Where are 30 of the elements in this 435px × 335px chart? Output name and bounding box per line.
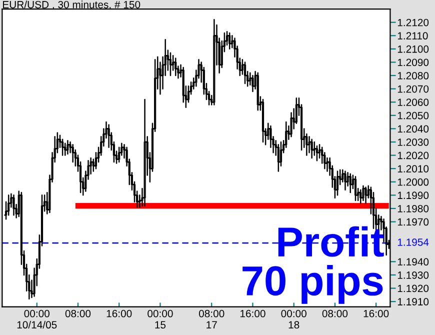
x-tick-label: 00:00 15: [148, 310, 173, 329]
y-tick-label: 1.1920: [398, 284, 429, 292]
x-tick-label: 08:00 17: [198, 310, 224, 328]
x-tick-label: 00:00 10/14/05: [17, 310, 57, 329]
y-tick-label: 1.2000: [398, 178, 429, 186]
y-tick-label: 1.2010: [398, 165, 429, 172]
y-tick-label: 1.2040: [398, 125, 429, 133]
y-tick-label: 1.1990: [398, 192, 429, 200]
y-tick-label: 1.2110: [398, 32, 428, 40]
y-tick-label: 1.1970: [398, 218, 429, 226]
y-tick-label: 1.1980: [398, 204, 429, 212]
x-tick-label: 16:00: [364, 310, 389, 318]
y-tick-label: 1.2100: [398, 45, 429, 53]
y-tick-label: 1.2070: [398, 85, 429, 93]
y-tick-label: 1.2090: [398, 58, 429, 66]
y-tick-label: 1.2050: [398, 112, 429, 120]
y-tick-label: 1.2080: [398, 72, 429, 80]
x-tick-label: 16:00: [106, 310, 132, 318]
y-tick-label: 1.1930: [398, 271, 429, 279]
x-tick-label: 00:00 18: [281, 310, 306, 329]
y-tick-label: 1.2020: [398, 152, 429, 160]
y-tick-label: 1.1940: [398, 258, 429, 266]
ref-line-label: 1.1954: [398, 238, 429, 246]
x-tick-label: 08:00: [65, 310, 91, 318]
y-tick-label: 1.2060: [398, 98, 429, 106]
y-tick-label: 1.1910: [398, 298, 429, 306]
y-tick-label: 1.2120: [398, 18, 429, 26]
y-tick-label: 1.2030: [398, 138, 429, 146]
x-tick-label: 16:00: [240, 310, 266, 318]
x-tick-label: 08:00: [322, 310, 348, 318]
